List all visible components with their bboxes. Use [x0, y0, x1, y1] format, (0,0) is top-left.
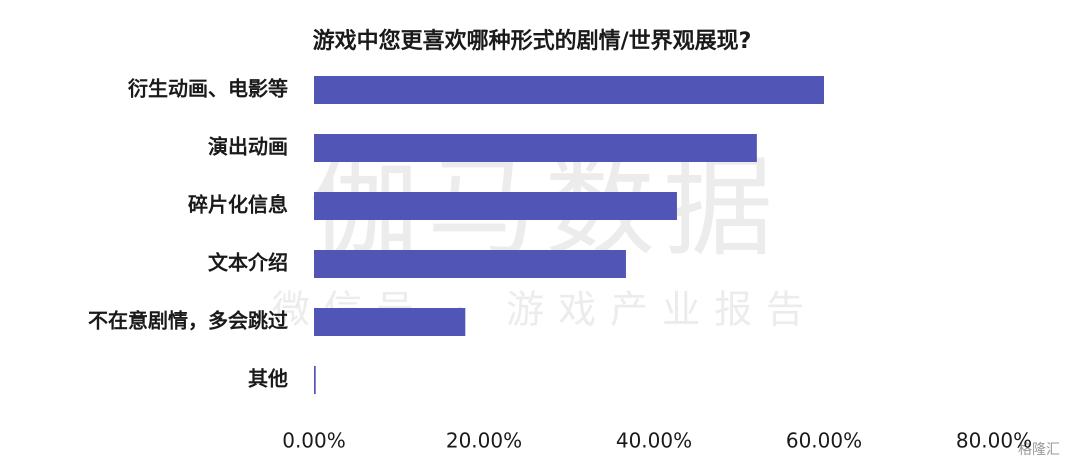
chart-title: 游戏中您更喜欢哪种形式的剧情/世界观展现? — [313, 28, 752, 54]
y-tick-label: 演出动画 — [208, 135, 288, 159]
x-tick-label: 20.00% — [446, 429, 522, 453]
y-tick-label: 文本介绍 — [208, 251, 288, 275]
bar — [314, 308, 466, 336]
bar — [314, 250, 626, 278]
x-tick-label: 40.00% — [616, 429, 692, 453]
bar — [314, 366, 316, 394]
source-logo: 格隆汇 — [1018, 442, 1060, 458]
x-tick-label: 0.00% — [282, 429, 346, 453]
y-tick-label: 衍生动画、电影等 — [128, 77, 288, 101]
bar — [314, 134, 757, 162]
bar — [314, 76, 824, 104]
y-tick-label: 碎片化信息 — [188, 193, 288, 217]
y-tick-label: 其他 — [248, 367, 288, 391]
x-tick-label: 60.00% — [786, 429, 862, 453]
bar — [314, 192, 677, 220]
x-tick-label: 80.00% — [956, 429, 1032, 453]
y-tick-label: 不在意剧情，多会跳过 — [88, 309, 288, 333]
